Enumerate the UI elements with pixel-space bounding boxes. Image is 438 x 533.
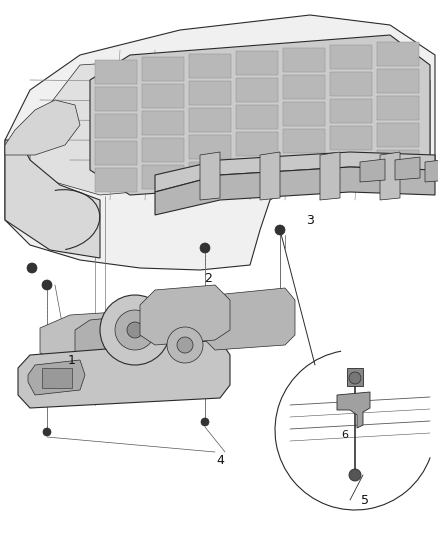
Bar (377, 42, 419, 66)
Bar (330, 45, 372, 69)
Circle shape (200, 243, 210, 253)
Bar (377, 123, 419, 147)
Bar (95, 60, 137, 84)
Bar (283, 75, 325, 99)
Text: 2: 2 (204, 271, 212, 285)
Bar (330, 99, 372, 123)
Bar (347, 368, 363, 386)
Bar (189, 54, 231, 78)
Bar (95, 141, 137, 165)
Text: 3: 3 (306, 214, 314, 227)
Bar (283, 102, 325, 126)
Circle shape (349, 469, 361, 481)
Bar (189, 162, 231, 186)
Bar (142, 84, 184, 108)
Circle shape (42, 280, 52, 290)
Polygon shape (75, 315, 155, 370)
Circle shape (201, 418, 209, 426)
Bar (330, 72, 372, 96)
Polygon shape (360, 159, 385, 182)
Polygon shape (155, 152, 435, 192)
Polygon shape (5, 100, 80, 155)
Bar (377, 150, 419, 174)
Text: 6: 6 (342, 430, 349, 440)
Polygon shape (320, 152, 340, 200)
Bar (189, 135, 231, 159)
Bar (142, 138, 184, 162)
Circle shape (127, 322, 143, 338)
Bar (330, 153, 372, 177)
Bar (189, 108, 231, 132)
Circle shape (115, 310, 155, 350)
Bar (236, 105, 278, 129)
Polygon shape (205, 288, 295, 350)
Polygon shape (337, 392, 370, 428)
Circle shape (27, 263, 37, 273)
Bar (236, 51, 278, 75)
Bar (283, 48, 325, 72)
Bar (42, 368, 72, 388)
Circle shape (43, 428, 51, 436)
Bar (189, 81, 231, 105)
Polygon shape (28, 360, 85, 395)
Bar (142, 111, 184, 135)
Circle shape (167, 327, 203, 363)
Circle shape (275, 225, 285, 235)
Bar (236, 132, 278, 156)
Bar (95, 168, 137, 192)
Circle shape (349, 372, 361, 384)
Bar (377, 96, 419, 120)
Bar (142, 165, 184, 189)
Polygon shape (18, 340, 230, 408)
Polygon shape (395, 157, 420, 180)
Polygon shape (5, 140, 100, 258)
Bar (283, 156, 325, 180)
Polygon shape (200, 152, 220, 200)
Polygon shape (40, 308, 210, 365)
Bar (236, 159, 278, 183)
Bar (330, 126, 372, 150)
Polygon shape (140, 285, 230, 345)
Bar (283, 129, 325, 153)
Bar (236, 78, 278, 102)
Circle shape (177, 337, 193, 353)
Polygon shape (30, 45, 430, 195)
Circle shape (100, 295, 170, 365)
Text: 5: 5 (361, 494, 369, 506)
Polygon shape (425, 159, 438, 182)
Bar (142, 57, 184, 81)
Bar (95, 87, 137, 111)
Polygon shape (380, 152, 400, 200)
Bar (377, 69, 419, 93)
Text: 1: 1 (68, 353, 76, 367)
Polygon shape (90, 35, 430, 195)
Bar (95, 114, 137, 138)
Polygon shape (5, 15, 435, 270)
Polygon shape (260, 152, 280, 200)
Polygon shape (155, 167, 435, 215)
Text: 4: 4 (216, 454, 224, 466)
